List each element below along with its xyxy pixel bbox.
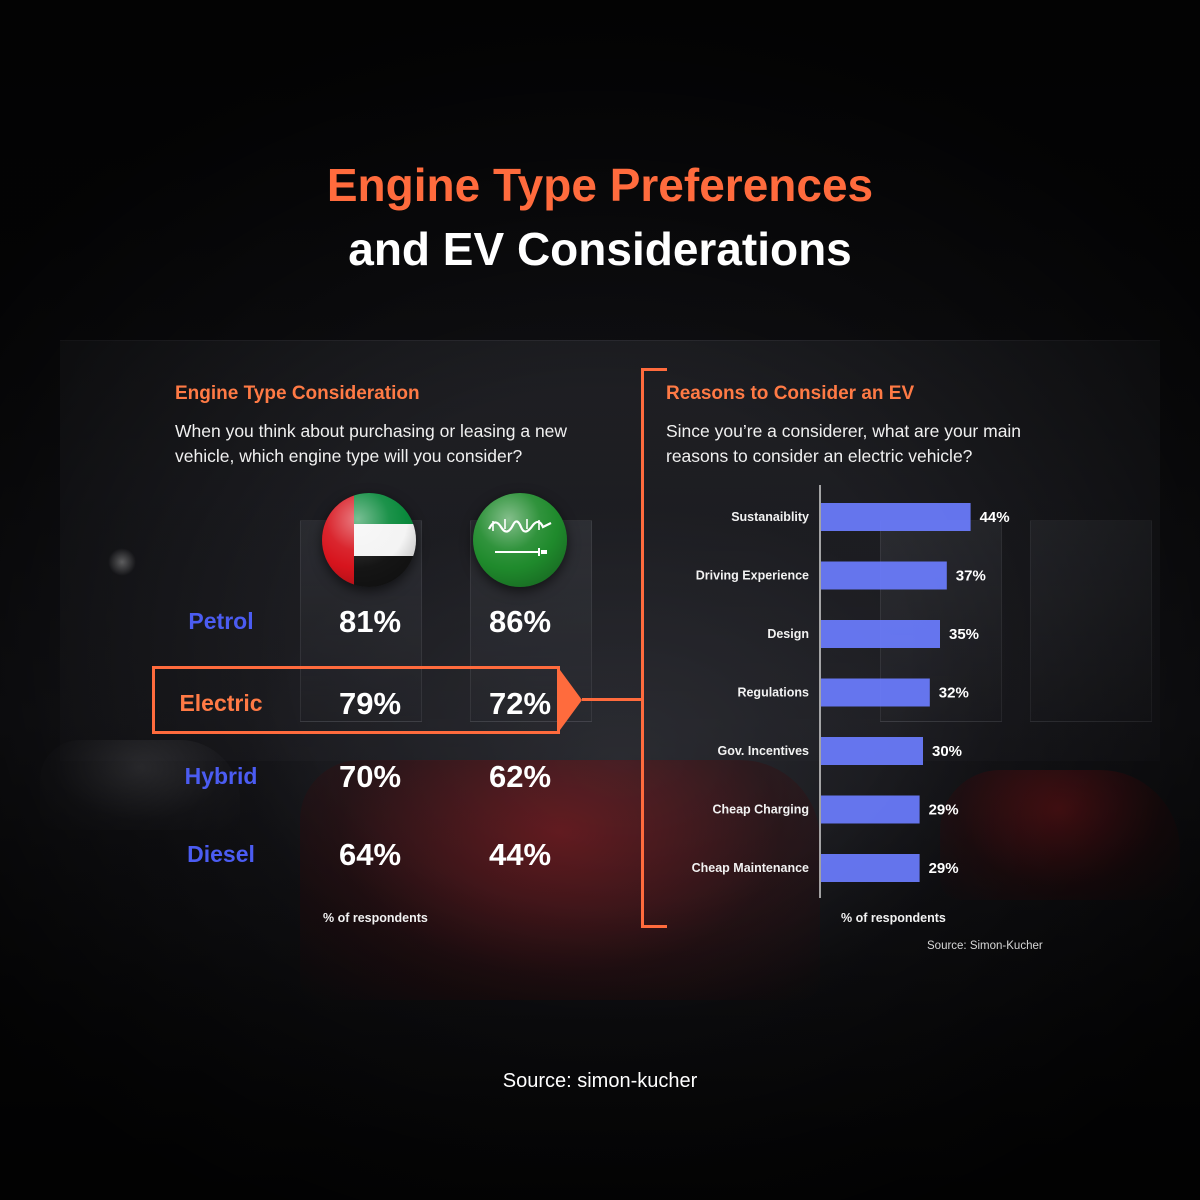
bar-category-label: Driving Experience (696, 569, 809, 583)
left-section-heading: Engine Type Consideration (175, 383, 420, 404)
row-label-petrol: Petrol (188, 608, 254, 634)
bar (821, 678, 930, 707)
bar (821, 854, 920, 882)
panel-bracket-line (641, 368, 644, 928)
right-question-line-2: reasons to consider an electric vehicle? (666, 446, 973, 466)
left-question-line-1: When you think about purchasing or leasi… (175, 421, 568, 441)
bar-category-label: Cheap Maintenance (692, 861, 809, 875)
left-footnote: % of respondents (323, 911, 428, 925)
bar-value-label: 35% (949, 626, 979, 643)
ev-reasons-bar-chart: Sustanaiblity 44% Driving Experience 37% Des… (692, 485, 1010, 898)
panel-bracket-top (641, 368, 667, 371)
uae-value-petrol: 81% (338, 604, 402, 639)
right-section-heading: Reasons to Consider an EV (666, 383, 915, 404)
saudi-value-diesel: 44% (488, 837, 552, 872)
saudi-flag-sword (495, 548, 547, 556)
uae-value-electric: 79% (338, 686, 402, 721)
electric-highlight-box (152, 666, 560, 734)
bar-value-label: 29% (929, 860, 959, 877)
bar-category-label: Gov. Incentives (718, 744, 810, 758)
bar-value-label: 44% (980, 509, 1010, 526)
bar (821, 503, 971, 531)
row-label-diesel: Diesel (187, 841, 255, 867)
bar-value-label: 29% (929, 802, 959, 819)
bar-category-label: Design (767, 627, 809, 641)
uae-value-hybrid: 70% (338, 759, 402, 794)
connector-line (582, 698, 644, 701)
bar-value-label: 37% (956, 568, 986, 585)
bar-category-label: Regulations (737, 686, 809, 700)
row-label-hybrid: Hybrid (184, 763, 258, 789)
connector-arrow-icon (560, 670, 582, 730)
footer-source: Source: simon-kucher (502, 1070, 698, 1092)
uae-value-diesel: 64% (338, 837, 402, 872)
saudi-value-petrol: 86% (488, 604, 552, 639)
uae-flag-icon (322, 493, 416, 587)
title-line-2: and EV Considerations (348, 223, 852, 275)
bar (821, 620, 940, 648)
bar-value-label: 32% (939, 685, 969, 702)
row-label-electric: Electric (179, 690, 263, 716)
right-question-line-1: Since you’re a considerer, what are your… (666, 421, 1022, 441)
bar-category-label: Cheap Charging (712, 803, 809, 817)
panel-bracket-bottom (641, 925, 667, 928)
left-question-line-2: vehicle, which engine type will you cons… (175, 446, 523, 466)
right-footnote: % of respondents (841, 911, 946, 925)
bar (821, 737, 923, 765)
saudi-flag-icon (473, 493, 567, 587)
saudi-value-hybrid: 62% (488, 759, 552, 794)
saudi-flag-script (488, 519, 552, 533)
title-line-1: Engine Type Preferences (326, 159, 874, 211)
bar-category-label: Sustanaiblity (731, 510, 809, 524)
bar (821, 795, 920, 824)
bar-value-label: 30% (932, 743, 962, 760)
bar (821, 561, 947, 590)
saudi-value-electric: 72% (488, 686, 552, 721)
chart-source: Source: Simon-Kucher (927, 940, 1043, 952)
